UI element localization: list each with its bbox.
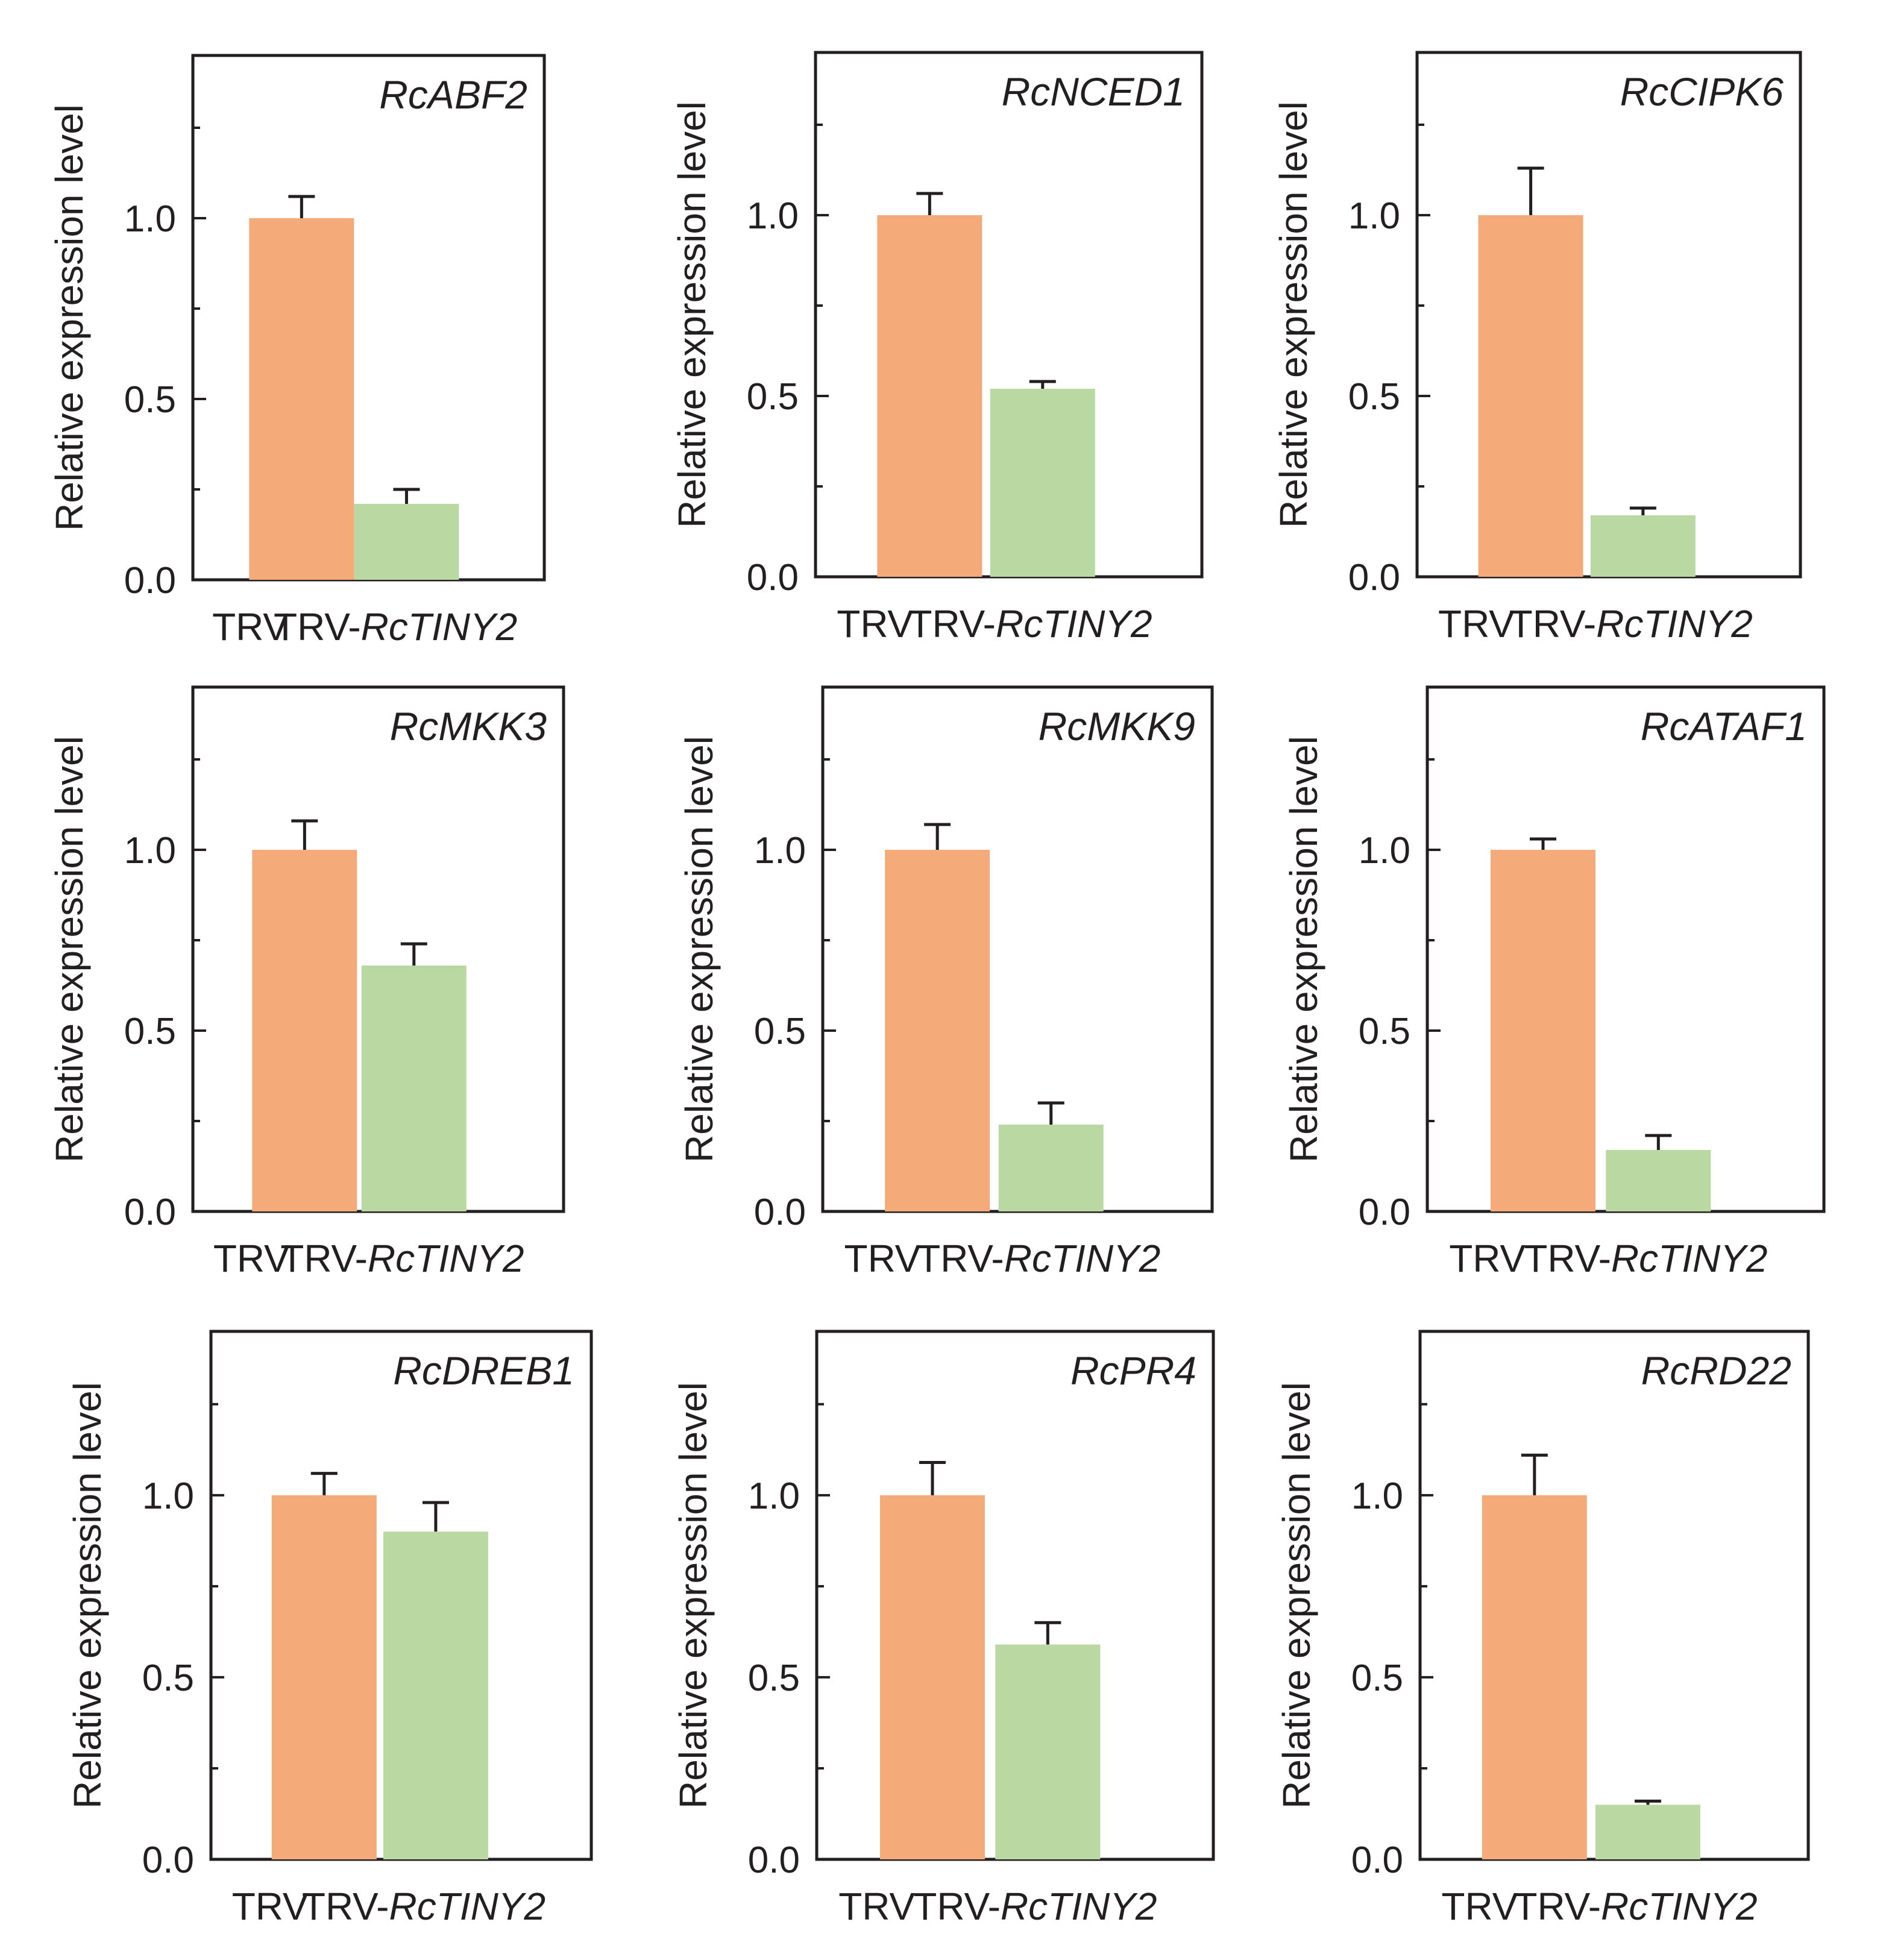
y-tick-label: 0.0 xyxy=(747,557,799,598)
plot-frame xyxy=(1418,1330,1810,1861)
y-axis-label: Relative expression level xyxy=(48,736,91,1163)
bar-trv xyxy=(252,850,357,1211)
category-label-trv: TRV xyxy=(837,602,913,645)
y-tick-label: 0.5 xyxy=(748,1657,800,1699)
y-tick-label: 0.5 xyxy=(142,1657,194,1699)
y-axis-label: Relative expression level xyxy=(1275,1382,1318,1809)
bar-trv xyxy=(1482,1495,1587,1859)
category-label-trv: TRV xyxy=(1438,602,1515,645)
y-tick-label: 0.0 xyxy=(754,1192,806,1233)
category-label-trv: TRV xyxy=(212,605,289,649)
gene-title: RcATAF1 xyxy=(1641,704,1807,749)
plot-frame xyxy=(1426,685,1826,1213)
y-tick-label: 0.0 xyxy=(1351,1839,1403,1881)
bar-trv xyxy=(885,850,990,1211)
y-axis-label: Relative expression level xyxy=(48,104,91,531)
bar-trv-rctiny2 xyxy=(1595,1805,1700,1859)
y-tick-label: 0.0 xyxy=(124,1192,176,1233)
y-tick-label: 1.0 xyxy=(1348,195,1400,237)
category-label-trv-rctiny2: TRV-RcTINY2 xyxy=(274,605,517,649)
y-tick-label: 0.5 xyxy=(754,1011,806,1052)
bar-trv-rctiny2 xyxy=(383,1531,488,1859)
y-tick-label: 1.0 xyxy=(142,1475,194,1517)
chart-panel: 0.0 0.5 1.0 Relative expression level RcCIPK… xyxy=(1272,51,1802,645)
chart-panel: 0.0 0.5 1.0 Relative expression level RcMKK9… xyxy=(677,685,1214,1280)
bar-trv-rctiny2 xyxy=(995,1644,1101,1859)
y-tick-label: 1.0 xyxy=(754,830,806,872)
bar-trv xyxy=(1478,215,1583,577)
chart-panel: 0.0 0.5 1.0 Relative expression level RcRD22… xyxy=(1275,1330,1810,1928)
bar-trv xyxy=(271,1495,377,1859)
bar-trv xyxy=(879,1495,985,1859)
gene-title: RcMKK9 xyxy=(1039,704,1195,749)
category-label-trv-rctiny2: TRV-RcTINY2 xyxy=(1514,1885,1757,1928)
y-axis-label: Relative expression level xyxy=(677,736,721,1163)
y-tick-label: 0.5 xyxy=(747,376,799,418)
chart-panel: 0.0 0.5 1.0 Relative expression level RcNCED… xyxy=(670,51,1204,645)
y-tick-label: 1.0 xyxy=(1359,830,1410,872)
gene-title: RcRD22 xyxy=(1641,1348,1791,1393)
plot-frame xyxy=(1415,51,1802,579)
y-axis-label: Relative expression level xyxy=(1272,101,1315,528)
chart-panel: 0.0 0.5 1.0 Relative expression level RcABF2… xyxy=(48,54,546,649)
y-tick-label: 1.0 xyxy=(124,198,176,240)
y-axis-label: Relative expression level xyxy=(671,1382,715,1809)
category-label-trv-rctiny2: TRV-RcTINY2 xyxy=(917,1237,1160,1280)
bar-trv-rctiny2 xyxy=(354,504,459,580)
bar-trv-rctiny2 xyxy=(1590,515,1696,577)
y-tick-label: 0.0 xyxy=(1348,557,1400,598)
y-tick-label: 1.0 xyxy=(747,195,799,237)
category-label-trv: TRV xyxy=(1441,1885,1518,1928)
category-label-trv: TRV xyxy=(838,1885,915,1928)
gene-title: RcCIPK6 xyxy=(1620,69,1784,114)
category-label-trv-rctiny2: TRV-RcTINY2 xyxy=(913,1885,1157,1928)
y-tick-label: 1.0 xyxy=(748,1475,800,1517)
bar-trv-rctiny2 xyxy=(998,1125,1104,1211)
y-axis-label: Relative expression level xyxy=(670,101,714,528)
category-label-trv: TRV xyxy=(213,1237,290,1280)
chart-panel: 0.0 0.5 1.0 Relative expression level RcDREB… xyxy=(66,1330,593,1928)
bar-trv xyxy=(877,215,982,577)
y-tick-label: 0.5 xyxy=(1348,376,1400,418)
gene-title: RcDREB1 xyxy=(393,1348,574,1393)
y-axis-label: Relative expression level xyxy=(66,1382,109,1809)
category-label-trv-rctiny2: TRV-RcTINY2 xyxy=(1509,602,1753,645)
category-label-trv-rctiny2: TRV-RcTINY2 xyxy=(280,1237,524,1280)
gene-title: RcABF2 xyxy=(379,72,527,117)
category-label-trv-rctiny2: TRV-RcTINY2 xyxy=(302,1885,545,1928)
y-tick-label: 1.0 xyxy=(124,830,176,872)
category-label-trv: TRV xyxy=(844,1237,921,1280)
y-tick-label: 0.5 xyxy=(124,379,176,421)
y-tick-label: 0.0 xyxy=(142,1839,194,1881)
bar-trv-rctiny2 xyxy=(361,966,467,1211)
gene-title: RcNCED1 xyxy=(1002,69,1185,114)
category-label-trv: TRV xyxy=(232,1885,309,1928)
bar-trv-rctiny2 xyxy=(1606,1150,1711,1211)
y-axis-label: Relative expression level xyxy=(1282,736,1325,1163)
gene-title: RcPR4 xyxy=(1070,1348,1196,1393)
bar-trv-rctiny2 xyxy=(990,389,1095,577)
y-tick-label: 1.0 xyxy=(1351,1475,1403,1517)
y-tick-label: 0.5 xyxy=(124,1011,176,1052)
chart-panel: 0.0 0.5 1.0 Relative expression level RcPR4 T… xyxy=(671,1330,1215,1928)
y-tick-label: 0.5 xyxy=(1351,1657,1403,1699)
category-label-trv: TRV xyxy=(1449,1237,1526,1280)
y-tick-label: 0.0 xyxy=(1359,1192,1410,1233)
plot-frame xyxy=(191,54,546,582)
bar-trv xyxy=(249,218,354,580)
bar-trv xyxy=(1490,850,1595,1211)
chart-panel: 0.0 0.5 1.0 Relative expression level RcMKK3… xyxy=(48,685,565,1280)
gene-title: RcMKK3 xyxy=(390,704,547,749)
category-label-trv-rctiny2: TRV-RcTINY2 xyxy=(908,602,1152,645)
y-tick-label: 0.5 xyxy=(1359,1011,1410,1052)
y-tick-label: 0.0 xyxy=(748,1839,800,1881)
y-tick-label: 0.0 xyxy=(124,560,176,602)
category-label-trv-rctiny2: TRV-RcTINY2 xyxy=(1524,1237,1767,1280)
chart-panel: 0.0 0.5 1.0 Relative expression level RcATAF… xyxy=(1282,685,1826,1280)
